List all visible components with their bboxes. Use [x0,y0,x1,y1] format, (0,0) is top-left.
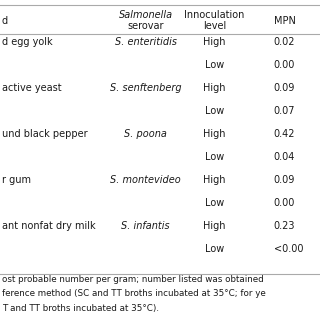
Text: S. montevideo: S. montevideo [110,175,181,185]
Text: High: High [203,221,226,231]
Text: High: High [203,175,226,185]
Text: High: High [203,36,226,47]
Text: ference method (SC and TT broths incubated at 35°C; for ye: ference method (SC and TT broths incubat… [2,289,265,298]
Text: 0.07: 0.07 [274,106,295,116]
Text: 0.00: 0.00 [274,198,295,208]
Text: ant nonfat dry milk: ant nonfat dry milk [2,221,95,231]
Text: active yeast: active yeast [2,83,61,93]
Text: Low: Low [205,106,224,116]
Text: d: d [2,16,8,26]
Text: Salmonella: Salmonella [118,10,173,20]
Text: Low: Low [205,60,224,70]
Text: und black pepper: und black pepper [2,129,87,139]
Text: S. senftenberg: S. senftenberg [110,83,181,93]
Text: Low: Low [205,244,224,254]
Text: MPN: MPN [274,16,295,26]
Text: 0.23: 0.23 [274,221,295,231]
Text: d egg yolk: d egg yolk [2,36,52,47]
Text: level: level [203,21,226,31]
Text: High: High [203,129,226,139]
Text: T and TT broths incubated at 35°C).: T and TT broths incubated at 35°C). [2,304,159,313]
Text: High: High [203,83,226,93]
Text: 0.02: 0.02 [274,36,295,47]
Text: 0.42: 0.42 [274,129,295,139]
Text: <0.00: <0.00 [274,244,303,254]
Text: Low: Low [205,152,224,162]
Text: ost probable number per gram; number listed was obtained: ost probable number per gram; number lis… [2,275,275,284]
Text: r gum: r gum [2,175,31,185]
Text: Innoculation: Innoculation [184,10,244,20]
Text: 0.09: 0.09 [274,175,295,185]
Text: S. infantis: S. infantis [121,221,170,231]
Text: S. poona: S. poona [124,129,167,139]
Text: 0.09: 0.09 [274,83,295,93]
Text: 0.00: 0.00 [274,60,295,70]
Text: 0.04: 0.04 [274,152,295,162]
Text: serovar: serovar [127,21,164,31]
Text: S. enteritidis: S. enteritidis [115,36,177,47]
Text: Low: Low [205,198,224,208]
